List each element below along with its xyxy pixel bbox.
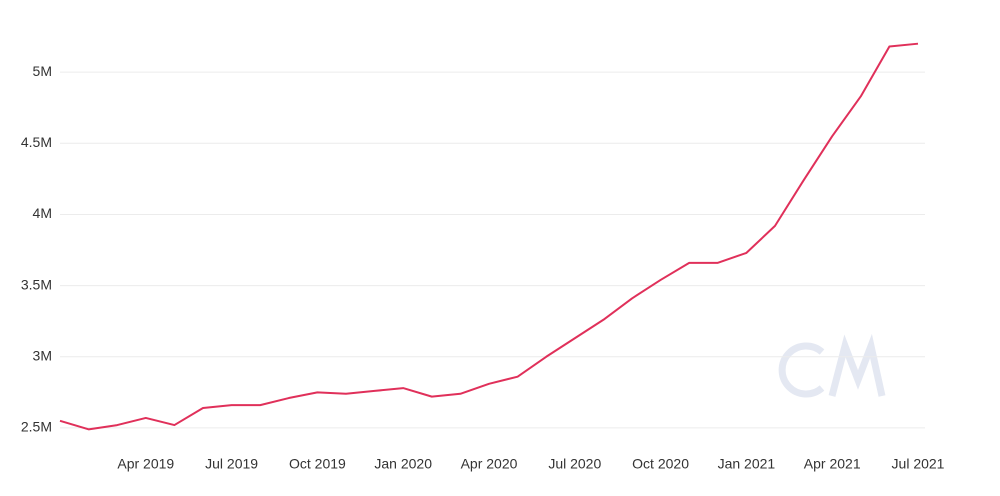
x-tick-label: Jul 2021 xyxy=(892,456,945,472)
y-tick-label: 3.5M xyxy=(21,276,52,292)
y-tick-label: 4M xyxy=(33,205,52,221)
x-tick-label: Apr 2020 xyxy=(461,456,518,472)
data-line xyxy=(59,42,919,431)
y-tick-label: 5M xyxy=(33,63,52,79)
x-tick-label: Oct 2019 xyxy=(289,456,346,472)
x-tick-label: Jan 2021 xyxy=(718,456,776,472)
x-tick-label: Jul 2019 xyxy=(205,456,258,472)
watermark-m xyxy=(828,333,886,397)
y-tick-label: 4.5M xyxy=(21,134,52,150)
y-tick-label: 2.5M xyxy=(21,419,52,435)
x-tick-label: Oct 2020 xyxy=(632,456,689,472)
x-tick-label: Apr 2019 xyxy=(117,456,174,472)
x-tick-label: Jul 2020 xyxy=(548,456,601,472)
x-tick-label: Jan 2020 xyxy=(374,456,432,472)
y-tick-label: 3M xyxy=(33,347,52,363)
watermark-c xyxy=(778,342,825,398)
watermark xyxy=(778,333,886,398)
x-tick-label: Apr 2021 xyxy=(804,456,861,472)
